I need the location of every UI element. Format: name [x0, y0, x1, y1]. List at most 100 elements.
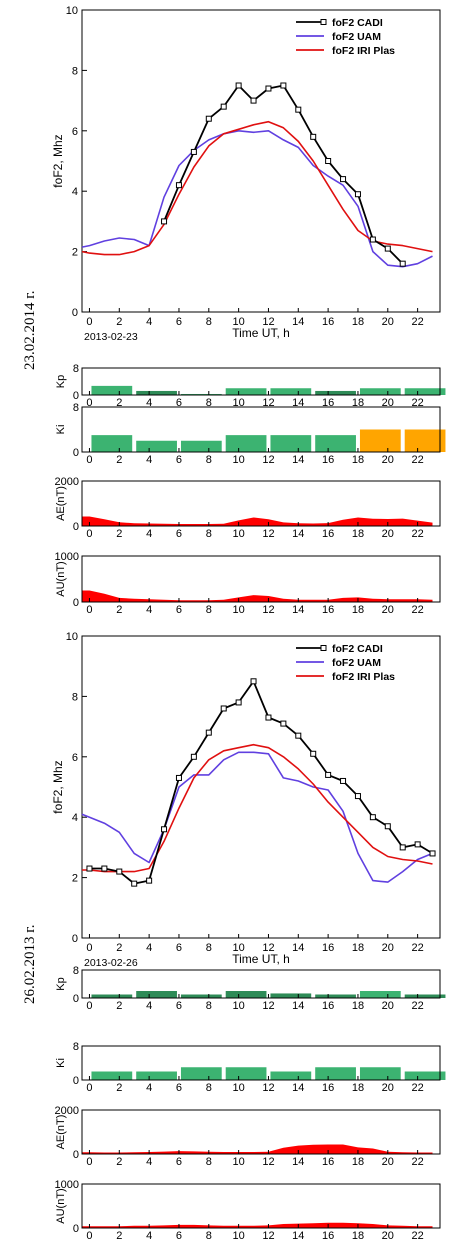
date-label-2013-02-26: 26.02.2013 г.: [22, 924, 38, 1004]
panel2-ki-xtick-label: 20: [382, 1082, 394, 1094]
panel2-legend-label-1: foF2 UAM: [332, 657, 381, 669]
panel1-fof2-ytick-label: 4: [72, 186, 78, 198]
panel2-kp-xtick-label: 20: [382, 1000, 394, 1012]
panel2-fof2-ytick-label: 10: [66, 631, 78, 643]
panel1-fof2-xtick-label: 6: [176, 316, 182, 328]
panel1-ki-ytick-label: 8: [73, 402, 79, 414]
panel2-au-xtick-label: 4: [146, 1230, 152, 1242]
panel1-series-0-point: [384, 245, 391, 252]
panel1-fof2-ytick-label: 6: [72, 126, 78, 138]
panel1-ki-ytick-label: 0: [73, 447, 79, 459]
panel2-ae-xtick-label: 0: [86, 1156, 92, 1168]
panel1-ae-xtick-label: 18: [352, 528, 364, 540]
panel1-kp-xtick-label: 8: [206, 397, 212, 409]
panel1-au-xtick-label: 6: [176, 604, 182, 616]
panel1-fof2-chart: 0 2 4 6 8 10 12 14 16 18 20 22 0 2 4 6 8 10 foF2, Mhz Time …: [51, 5, 441, 340]
panel2-ki-bar: [225, 1067, 267, 1080]
panel2-series-0-point: [235, 699, 242, 706]
panel1-ae-xtick-label: 10: [233, 528, 245, 540]
panel2-series-0-point: [414, 841, 421, 848]
panel2-kp-bar: [359, 991, 401, 998]
panel1-fof2-xtick-label: 22: [412, 316, 424, 328]
panel2-series-0-point: [399, 844, 406, 851]
panel2-ae-xtick-label: 6: [176, 1156, 182, 1168]
panel2-series-0-point: [280, 720, 287, 727]
panel1-ki-xtick-label: 2: [116, 454, 122, 466]
panel2-fof2-xtick-label: 22: [412, 942, 424, 954]
panel2-ki-xtick-label: 12: [262, 1082, 274, 1094]
panel2-au-xtick-label: 2: [116, 1230, 122, 1242]
panel2-fof2-ytick-label: 4: [72, 812, 78, 824]
panel1-ki-xtick-label: 14: [292, 454, 304, 466]
panel2-ae-ytick-label: 2000: [55, 1105, 79, 1117]
panel2-au-xtick-label: 18: [352, 1230, 364, 1242]
panel2-ae-xtick-label: 16: [322, 1156, 334, 1168]
panel2-legend-marker-0: [320, 645, 327, 651]
panel1-ae-xtick-label: 4: [146, 528, 152, 540]
panel2-ki-ytick-label: 0: [73, 1075, 79, 1087]
panel2-kp-xtick-label: 10: [233, 1000, 245, 1012]
panel2-ki-xtick-label: 4: [146, 1082, 152, 1094]
panel2-ae-xtick-label: 10: [233, 1156, 245, 1168]
panel1-kp-xtick-label: 10: [233, 397, 245, 409]
panel2-kp-xtick-label: 16: [322, 1000, 334, 1012]
panel1-kp-ytick-label: 0: [73, 390, 79, 402]
panel1-au-area: [82, 590, 433, 602]
panel1-ki-xtick-label: 16: [322, 454, 334, 466]
panel2-kp-xtick-label: 18: [352, 1000, 364, 1012]
panel1-series-0-point: [175, 182, 182, 189]
panel2-fof2-ytick-label: 0: [72, 933, 78, 945]
panel2-series-0-point: [295, 732, 302, 739]
panel1-kp-xtick-label: 6: [176, 397, 182, 409]
panel2-ki-chart: 0 2 4 6 8 10 12 14 16 18 20 22 0 8 Ki: [55, 1041, 446, 1094]
panel2-fof2-ylabel: foF2, Mhz: [51, 760, 65, 813]
panel2-legend-label-0: foF2 CADI: [332, 643, 383, 655]
panel2-series-0-point: [190, 753, 197, 760]
panel1-ae-frame: [81, 480, 441, 527]
panel1-ae-xtick-label: 20: [382, 528, 394, 540]
panel1-series-0-point: [235, 82, 242, 89]
panel1-ae-xtick-label: 14: [292, 528, 304, 540]
panel1-au-xtick-label: 14: [292, 604, 304, 616]
panel2-kp-xtick-label: 14: [292, 1000, 304, 1012]
panel1-ki-bar: [180, 440, 222, 452]
panel2-kp-xtick-label: 8: [206, 1000, 212, 1012]
panel2-series-0-point: [116, 868, 123, 875]
panel2-kp-bar: [180, 994, 222, 998]
panel2-ki-bar: [315, 1067, 356, 1080]
panel2-kp-xtick-label: 4: [146, 1000, 152, 1012]
panel1-ki-bar: [225, 435, 267, 452]
panel2-ae-xtick-label: 12: [262, 1156, 274, 1168]
panel1-series-0-point: [310, 133, 317, 140]
panel1-kp-frame: [81, 367, 441, 396]
panel1-series-0-point: [354, 191, 361, 198]
panel2-fof2-xtick-label: 2: [116, 942, 122, 954]
panel2-fof2-xtick-label: 0: [86, 942, 92, 954]
panel1-ki-xtick-label: 20: [382, 454, 394, 466]
panel1-ki-xtick-label: 6: [176, 454, 182, 466]
panel1-fof2-ytick-label: 10: [66, 5, 78, 17]
panel1-ki-bar: [359, 429, 401, 452]
panel2-kp-bar: [315, 994, 356, 998]
panel2-ki-xtick-label: 10: [233, 1082, 245, 1094]
panel2-ae-xtick-label: 22: [412, 1156, 424, 1168]
panel2-kp-bar: [404, 994, 446, 998]
panel1-series-0-point: [325, 158, 332, 164]
panel2-fof2-xlabel: Time UT, h: [232, 952, 290, 966]
panel2-au-xtick-label: 20: [382, 1230, 394, 1242]
panel2-date-tag: 2013-02-26: [84, 957, 138, 969]
panel1-ki-xtick-label: 18: [352, 454, 364, 466]
panel2-fof2-frame: [81, 635, 441, 939]
panel1-au-xtick-label: 8: [206, 604, 212, 616]
panel2-ki-xtick-label: 0: [86, 1082, 92, 1094]
panel1-fof2-ytick-label: 0: [72, 307, 78, 319]
panel2-series-0-point: [101, 865, 108, 872]
panel1-legend-label-1: foF2 UAM: [332, 31, 381, 43]
panel2-kp-bar: [91, 994, 133, 998]
panel2-ki-bar: [359, 1067, 401, 1080]
panel2-ae-xtick-label: 14: [292, 1156, 304, 1168]
